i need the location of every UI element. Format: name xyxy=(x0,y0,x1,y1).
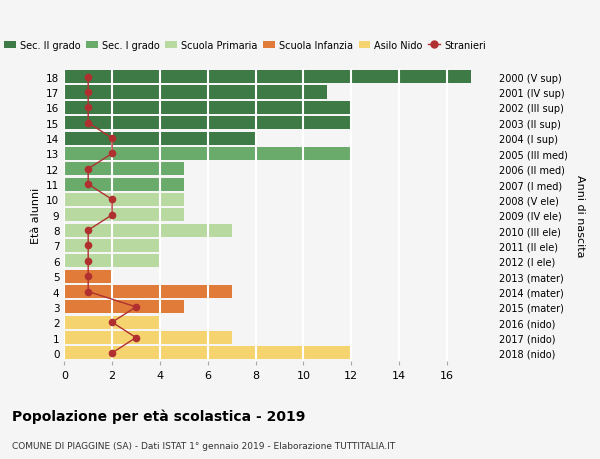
Bar xyxy=(64,71,470,84)
Bar xyxy=(64,101,351,115)
Y-axis label: Età alunni: Età alunni xyxy=(31,187,41,243)
Bar xyxy=(64,255,160,268)
Bar xyxy=(64,331,232,344)
Y-axis label: Anni di nascita: Anni di nascita xyxy=(575,174,585,257)
Bar xyxy=(64,209,184,222)
Text: COMUNE DI PIAGGINE (SA) - Dati ISTAT 1° gennaio 2019 - Elaborazione TUTTITALIA.I: COMUNE DI PIAGGINE (SA) - Dati ISTAT 1° … xyxy=(12,441,395,450)
Bar xyxy=(64,163,184,176)
Bar xyxy=(64,117,351,130)
Bar xyxy=(64,86,327,99)
Bar xyxy=(64,132,256,145)
Text: Popolazione per età scolastica - 2019: Popolazione per età scolastica - 2019 xyxy=(12,409,305,423)
Bar xyxy=(64,316,160,329)
Bar xyxy=(64,240,160,252)
Bar xyxy=(64,285,232,298)
Bar xyxy=(64,347,351,360)
Bar xyxy=(64,178,184,191)
Legend: Sec. II grado, Sec. I grado, Scuola Primaria, Scuola Infanzia, Asilo Nido, Stran: Sec. II grado, Sec. I grado, Scuola Prim… xyxy=(1,37,490,55)
Bar xyxy=(64,270,112,283)
Bar xyxy=(64,224,232,237)
Bar xyxy=(64,194,184,207)
Bar xyxy=(64,147,351,161)
Bar xyxy=(64,301,184,313)
